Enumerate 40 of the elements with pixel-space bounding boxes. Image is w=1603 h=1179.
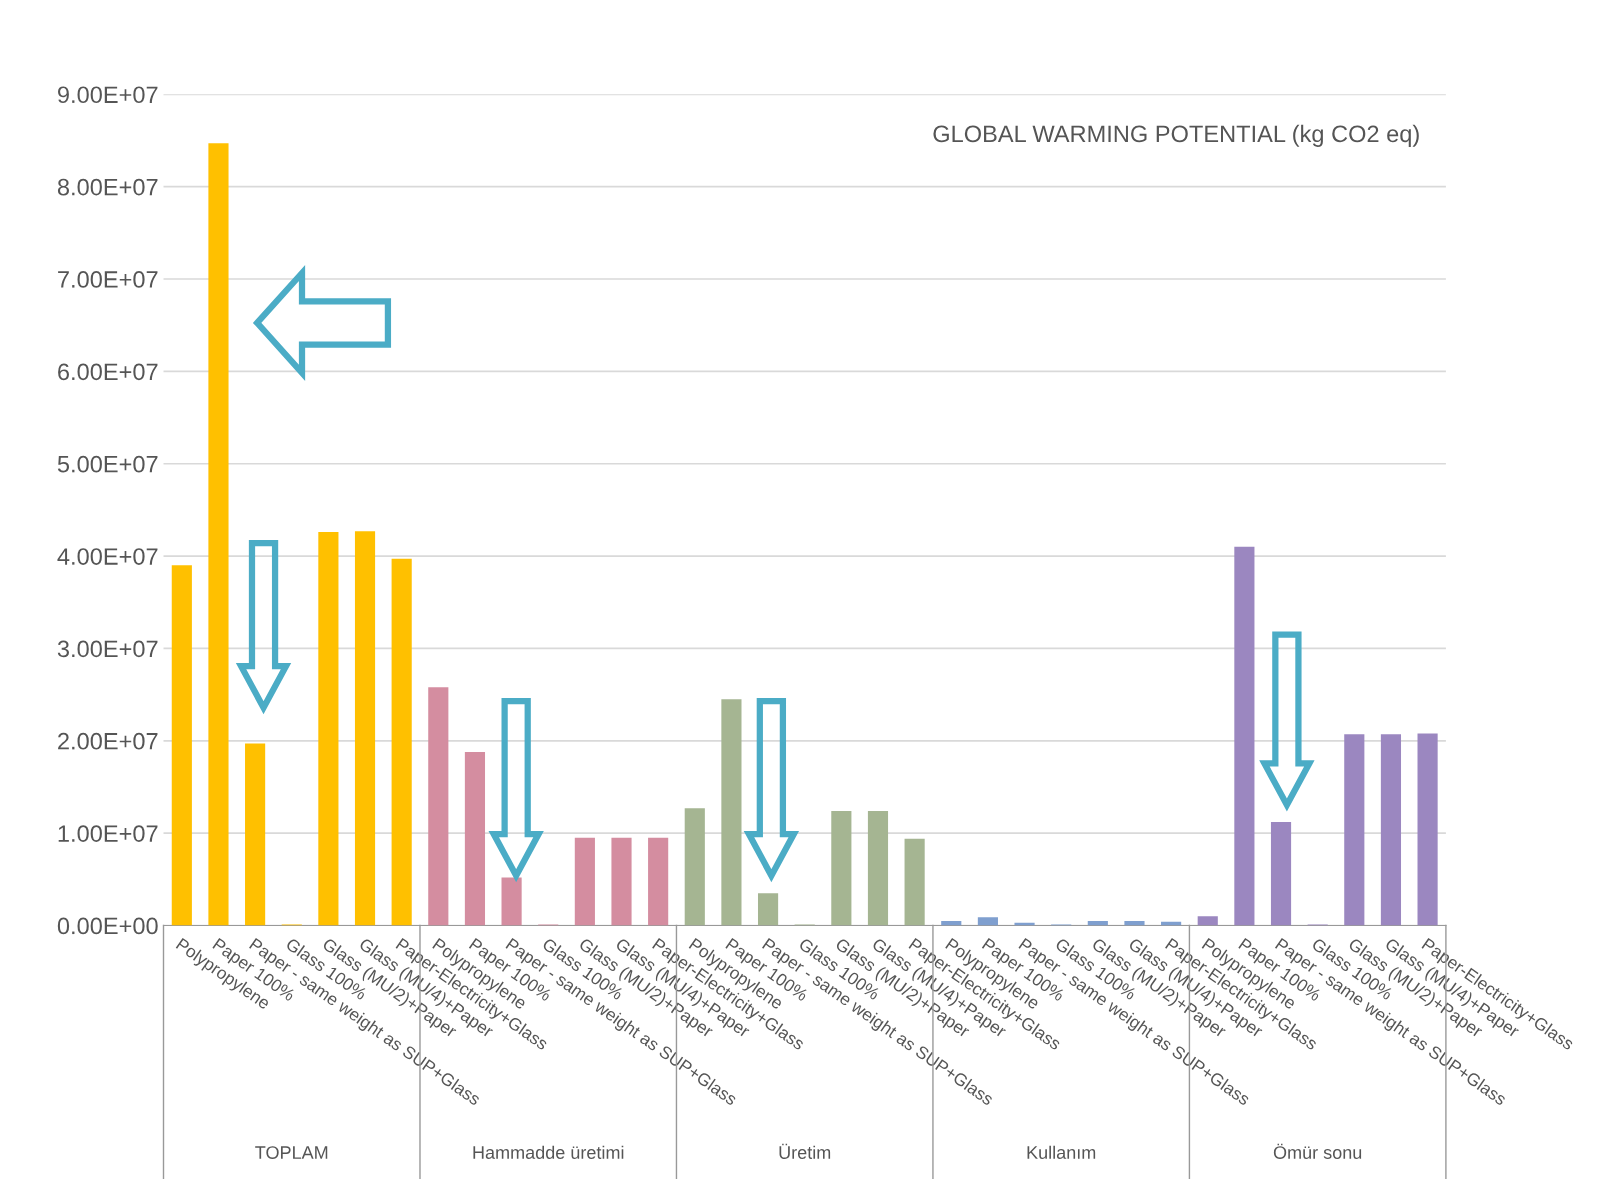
y-tick-label: 0.00E+00 — [57, 917, 158, 935]
y-tick-label: 3.00E+07 — [57, 640, 158, 658]
bar — [354, 531, 376, 926]
bar — [1197, 916, 1218, 926]
bar — [501, 877, 522, 926]
y-tick-label: 6.00E+07 — [58, 363, 158, 381]
bar — [428, 687, 449, 926]
bar — [648, 837, 669, 926]
bar — [391, 558, 412, 926]
text: Hammadde üretimi — [473, 1145, 624, 1159]
y-tick-label: 8.00E+07 — [57, 178, 158, 196]
bar — [1234, 546, 1255, 926]
bar — [1417, 733, 1438, 926]
bar — [611, 837, 632, 926]
bar — [757, 893, 779, 926]
bar — [831, 810, 852, 926]
text: Ömür sonu — [1273, 1143, 1362, 1159]
bar — [1380, 734, 1402, 926]
text: TOPLAM — [255, 1146, 328, 1159]
bar — [208, 143, 229, 926]
bar — [977, 917, 998, 926]
text: GLOBAL WARMING POTENTIAL (kg CO2 eq) — [933, 124, 1419, 147]
bar — [1270, 822, 1292, 926]
bar — [904, 838, 925, 926]
y-tick-label: 5.00E+07 — [57, 455, 158, 473]
bar — [318, 532, 339, 926]
y-tick-label: 1.00E+07 — [58, 825, 158, 842]
y-tick-label: 9.00E+07 — [58, 86, 158, 104]
y-tick-label: 7.00E+07 — [58, 271, 158, 288]
bar — [1124, 920, 1145, 926]
bar — [867, 810, 889, 926]
bar — [574, 837, 595, 926]
bar — [1344, 734, 1365, 926]
text: Üretim — [779, 1143, 831, 1159]
text: Kullanım — [1027, 1145, 1096, 1159]
bar — [684, 808, 705, 926]
bar — [171, 565, 192, 926]
y-tick-label: 4.00E+07 — [57, 548, 158, 565]
y-tick-label: 2.00E+07 — [58, 732, 158, 750]
bar — [245, 743, 266, 926]
